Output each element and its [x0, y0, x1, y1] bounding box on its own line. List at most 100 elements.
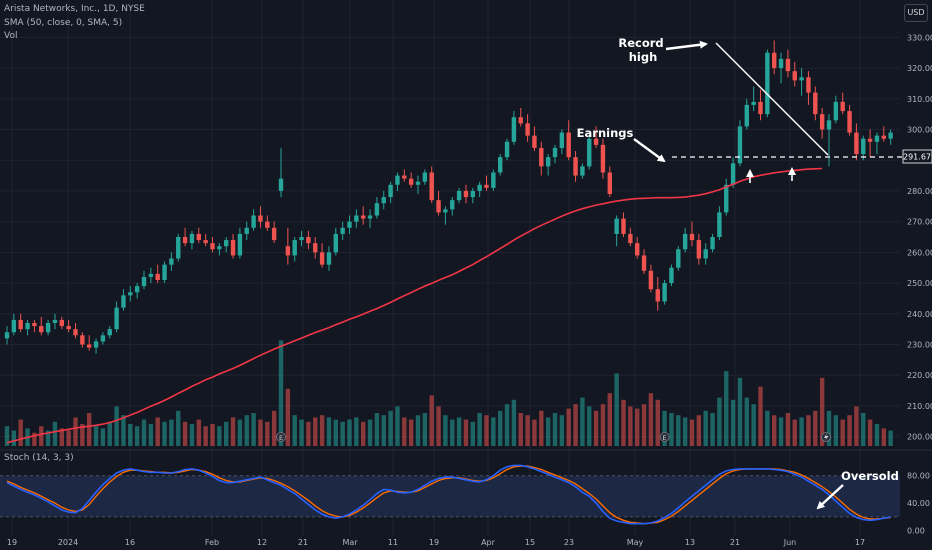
- candle-body: [196, 233, 201, 241]
- candle: [600, 138, 606, 179]
- candle: [450, 197, 455, 216]
- candle-body: [854, 132, 859, 155]
- stoch-tick-label: 80.00: [907, 472, 930, 481]
- candle: [18, 313, 23, 333]
- candle-body: [792, 71, 797, 81]
- candle-body: [374, 203, 380, 216]
- candle: [813, 86, 818, 121]
- volume-bars: [4, 340, 893, 446]
- volume-bar: [518, 413, 523, 446]
- candle: [737, 120, 743, 167]
- volume-bar: [224, 421, 229, 446]
- candle: [436, 190, 441, 216]
- volume-bar: [148, 424, 154, 446]
- volume-bar: [689, 419, 695, 446]
- candle-body: [566, 132, 571, 158]
- candle: [32, 319, 37, 333]
- volume-bar: [265, 421, 270, 446]
- volume-bar: [155, 417, 160, 446]
- volume-bar: [381, 415, 386, 446]
- volume-legend[interactable]: Vol: [4, 31, 18, 41]
- candle: [703, 243, 708, 265]
- price-tick-label: 260.00: [907, 248, 932, 257]
- volume-bar: [244, 415, 249, 446]
- lightning-icon-glyph: [824, 433, 829, 441]
- candle: [244, 221, 249, 241]
- price-tick-label: 300.00: [907, 126, 932, 135]
- candle-body: [230, 240, 236, 256]
- volume-bar: [874, 424, 880, 446]
- candle-body: [518, 117, 523, 124]
- candle: [73, 323, 78, 339]
- candle: [559, 129, 565, 155]
- time-tick-label: Jun: [783, 538, 797, 547]
- candle: [381, 190, 386, 210]
- volume-bar: [833, 415, 839, 446]
- volume-bar: [237, 419, 243, 446]
- candle-body: [737, 126, 743, 164]
- candle-body: [826, 120, 832, 130]
- time-tick-label: Apr: [481, 538, 496, 547]
- sma-legend[interactable]: SMA (50, close, 0, SMA, 5): [4, 18, 123, 28]
- candle: [176, 233, 181, 262]
- volume-bar: [4, 426, 10, 446]
- candle-body: [751, 101, 756, 105]
- volume-bar: [676, 415, 681, 446]
- volume-bar: [778, 417, 784, 446]
- candle: [87, 335, 92, 351]
- candle: [121, 289, 126, 311]
- candle: [888, 129, 893, 145]
- candle: [196, 227, 201, 244]
- candle-body: [593, 138, 599, 145]
- candle-body: [408, 178, 414, 185]
- volume-bar: [52, 421, 58, 446]
- candle-body: [354, 215, 359, 222]
- candle-body: [504, 141, 510, 158]
- volume-bar: [11, 430, 17, 446]
- candle: [593, 126, 599, 148]
- candle: [717, 206, 722, 241]
- candle: [504, 138, 510, 161]
- candle: [251, 209, 256, 231]
- candle-body: [607, 172, 612, 194]
- candle-body: [39, 326, 44, 333]
- volume-bar: [498, 410, 503, 446]
- currency-button[interactable]: USD: [904, 4, 928, 22]
- candle: [799, 68, 804, 96]
- candle-body: [326, 252, 332, 265]
- earnings-icon-letter: E: [663, 434, 667, 442]
- candle-body: [888, 132, 893, 139]
- candle-body: [532, 135, 537, 148]
- volume-bar: [545, 417, 551, 446]
- chart-title: Arista Networks, Inc., 1D, NYSE: [4, 4, 145, 14]
- candle: [155, 264, 160, 284]
- volume-bar: [724, 371, 729, 446]
- candle-body: [80, 335, 85, 345]
- volume-bar: [422, 413, 428, 446]
- candle-body: [696, 240, 702, 259]
- volume-bar: [861, 413, 866, 446]
- candle: [710, 233, 715, 253]
- volume-bar: [299, 419, 304, 446]
- volume-bar: [573, 404, 578, 446]
- price-tick-label: 200.00: [907, 433, 932, 442]
- candle-body: [799, 77, 804, 81]
- volume-bar: [333, 419, 338, 446]
- volume-bar: [436, 406, 441, 446]
- volume-bar: [196, 419, 201, 446]
- candle-body: [498, 157, 503, 173]
- price-tick-label: 280.00: [907, 187, 932, 196]
- candle: [224, 237, 229, 253]
- volume-bar: [730, 399, 736, 446]
- candle: [299, 230, 304, 247]
- volume-bar: [367, 419, 373, 446]
- volume-bar: [792, 419, 797, 446]
- candle-body: [134, 286, 140, 293]
- candle: [689, 221, 695, 247]
- candle-body: [224, 240, 229, 247]
- candle: [402, 169, 407, 182]
- volume-bar: [867, 419, 873, 446]
- stoch-legend[interactable]: Stoch (14, 3, 3): [4, 453, 74, 463]
- candle: [847, 104, 852, 136]
- volume-bar: [45, 430, 51, 446]
